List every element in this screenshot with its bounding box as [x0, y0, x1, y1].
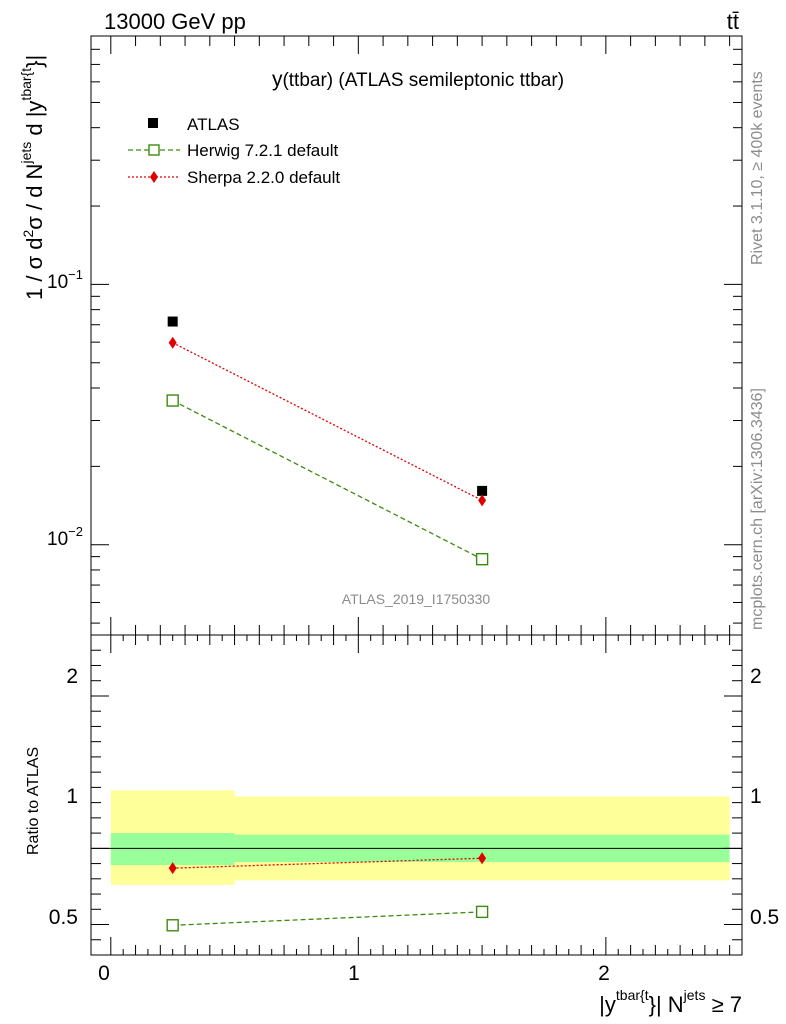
main-point-herwig-0	[166, 394, 179, 407]
rivet-version-label: Rivet 3.1.10, ≥ 400k events	[749, 71, 766, 265]
legend-label-atlas: ATLAS	[187, 115, 240, 134]
ratio-band-green-0	[110, 833, 235, 866]
analysis-watermark: ATLAS_2019_I1750330	[342, 591, 491, 607]
main-point-data-1	[477, 485, 488, 496]
x-tick-label-1: 1	[348, 962, 360, 985]
legend: ATLAS Herwig 7.2.1 default Sherpa 2.2.0 …	[128, 115, 340, 187]
ratio-point-sherpa-0	[168, 862, 177, 875]
main-point-data-0	[167, 316, 178, 327]
x-tick-label-2: 2	[598, 962, 610, 985]
ratio-y-tick-label-0.5-right: 0.5	[750, 906, 779, 929]
main-y-axis-label: 1 / σ d2σ / d Njets d |ytbar{t}|	[18, 55, 47, 300]
main-axis-ticks	[91, 35, 742, 635]
main-y-tick-label-0.01: 10−2	[47, 524, 83, 550]
ratio-series-lines	[172, 857, 483, 926]
x-tick-label-0: 0	[98, 962, 110, 985]
ratio-plot-frame	[90, 634, 743, 956]
ratio-y-tick-label-0.5-left: 0.5	[49, 906, 78, 929]
main-y-tick-label-0.1: 10−1	[47, 267, 83, 293]
main-series-markers	[166, 316, 489, 566]
legend-marker-atlas	[148, 118, 158, 128]
mcplots-source-label: mcplots.cern.ch [arXiv:1306.3436]	[749, 388, 766, 630]
main-point-sherpa-0	[168, 336, 177, 349]
main-point-herwig-1	[475, 552, 489, 566]
ratio-y-tick-label-2-left: 2	[66, 665, 78, 688]
legend-label-sherpa: Sherpa 2.2.0 default	[187, 168, 340, 187]
ratio-line-herwig	[172, 911, 483, 926]
ratio-uncertainty-bands	[110, 790, 730, 885]
ratio-y-axis-label: Ratio to ATLAS	[25, 747, 42, 855]
x-axis-label: |ytbar{t}| Njets ≥ 7	[599, 987, 742, 1017]
ratio-point-sherpa-1	[478, 852, 487, 865]
ratio-y-tick-label-2-right: 2	[750, 665, 762, 688]
main-point-sherpa-1	[478, 494, 487, 507]
process-label: tt̄	[727, 9, 739, 34]
ratio-y-tick-label-1-right: 1	[750, 785, 762, 808]
legend-marker-herwig	[148, 144, 160, 156]
ratio-series-markers	[166, 852, 489, 932]
legend-marker-sherpa	[150, 171, 158, 183]
ratio-axis-ticks	[91, 634, 742, 956]
main-line-herwig	[172, 399, 483, 560]
energy-label: 13000 GeV pp	[104, 9, 246, 34]
main-line-sherpa	[172, 342, 483, 501]
main-series-lines	[172, 342, 483, 560]
ratio-point-herwig-0	[166, 919, 179, 932]
ratio-y-tick-label-1-left: 1	[66, 785, 78, 808]
plot-title: y(ttbar) (ATLAS semileptonic ttbar)	[272, 68, 564, 91]
ratio-point-herwig-1	[475, 905, 489, 919]
legend-label-herwig: Herwig 7.2.1 default	[187, 141, 338, 160]
ratio-line-sherpa	[172, 857, 483, 869]
